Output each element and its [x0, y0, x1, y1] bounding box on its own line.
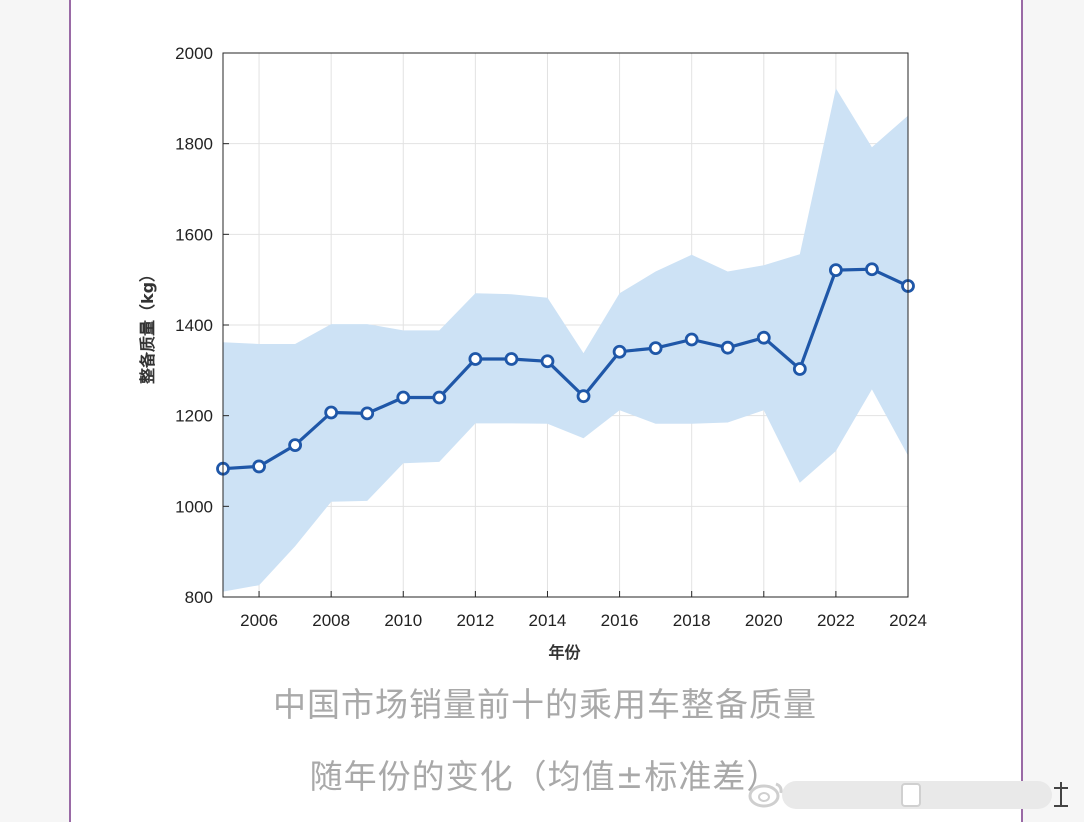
- data-point: [504, 352, 519, 366]
- data-point: [252, 459, 266, 474]
- data-point: [468, 352, 483, 366]
- y-tick-label: 1400: [175, 316, 213, 335]
- x-tick-label: 2008: [312, 611, 350, 630]
- x-axis-title: 年份: [548, 643, 581, 662]
- data-point: [432, 390, 447, 405]
- y-tick-label: 2000: [175, 44, 213, 63]
- y-tick-label: 1000: [175, 497, 213, 516]
- y-tick-label: 1600: [175, 225, 213, 244]
- data-point: [540, 354, 555, 369]
- data-point: [865, 262, 879, 277]
- x-axis-ticks: 2006 2008 2010 2012 2014 2016 2018 2020 2022 2024: [240, 591, 927, 630]
- data-point: [612, 344, 627, 359]
- y-tick-label: 1800: [175, 135, 213, 154]
- data-point: [648, 341, 663, 356]
- x-tick-label: 2014: [529, 611, 567, 630]
- x-tick-label: 2016: [601, 611, 639, 630]
- x-tick-label: 2018: [673, 611, 711, 630]
- data-point: [720, 340, 735, 355]
- data-point: [396, 390, 411, 405]
- x-tick-label: 2024: [889, 611, 927, 630]
- y-axis-ticks: 800 1000 1200 1400 1600 1800 2000: [175, 44, 229, 607]
- x-tick-label: 2012: [456, 611, 494, 630]
- data-points: [216, 262, 915, 476]
- y-tick-label: 800: [185, 588, 213, 607]
- y-axis-title: 整备质量（kg）: [138, 266, 157, 385]
- data-point: [288, 438, 303, 453]
- x-tick-label: 2020: [745, 611, 783, 630]
- x-tick-label: 2022: [817, 611, 855, 630]
- chart-subtitle: 随年份的变化（均值±标准差）: [309, 757, 781, 796]
- data-point: [360, 406, 375, 421]
- data-point: [792, 362, 807, 376]
- x-tick-label: 2006: [240, 611, 278, 630]
- chart-title: 中国市场销量前十的乘用车整备质量: [273, 685, 817, 724]
- y-tick-label: 1200: [175, 407, 213, 426]
- data-point: [756, 330, 771, 345]
- data-point: [576, 389, 591, 404]
- data-point: [828, 263, 843, 278]
- x-tick-label: 2010: [384, 611, 422, 630]
- data-point: [684, 332, 699, 347]
- weibo-logo-icon: [748, 781, 1068, 809]
- data-point: [324, 405, 339, 420]
- std-band: [223, 88, 908, 592]
